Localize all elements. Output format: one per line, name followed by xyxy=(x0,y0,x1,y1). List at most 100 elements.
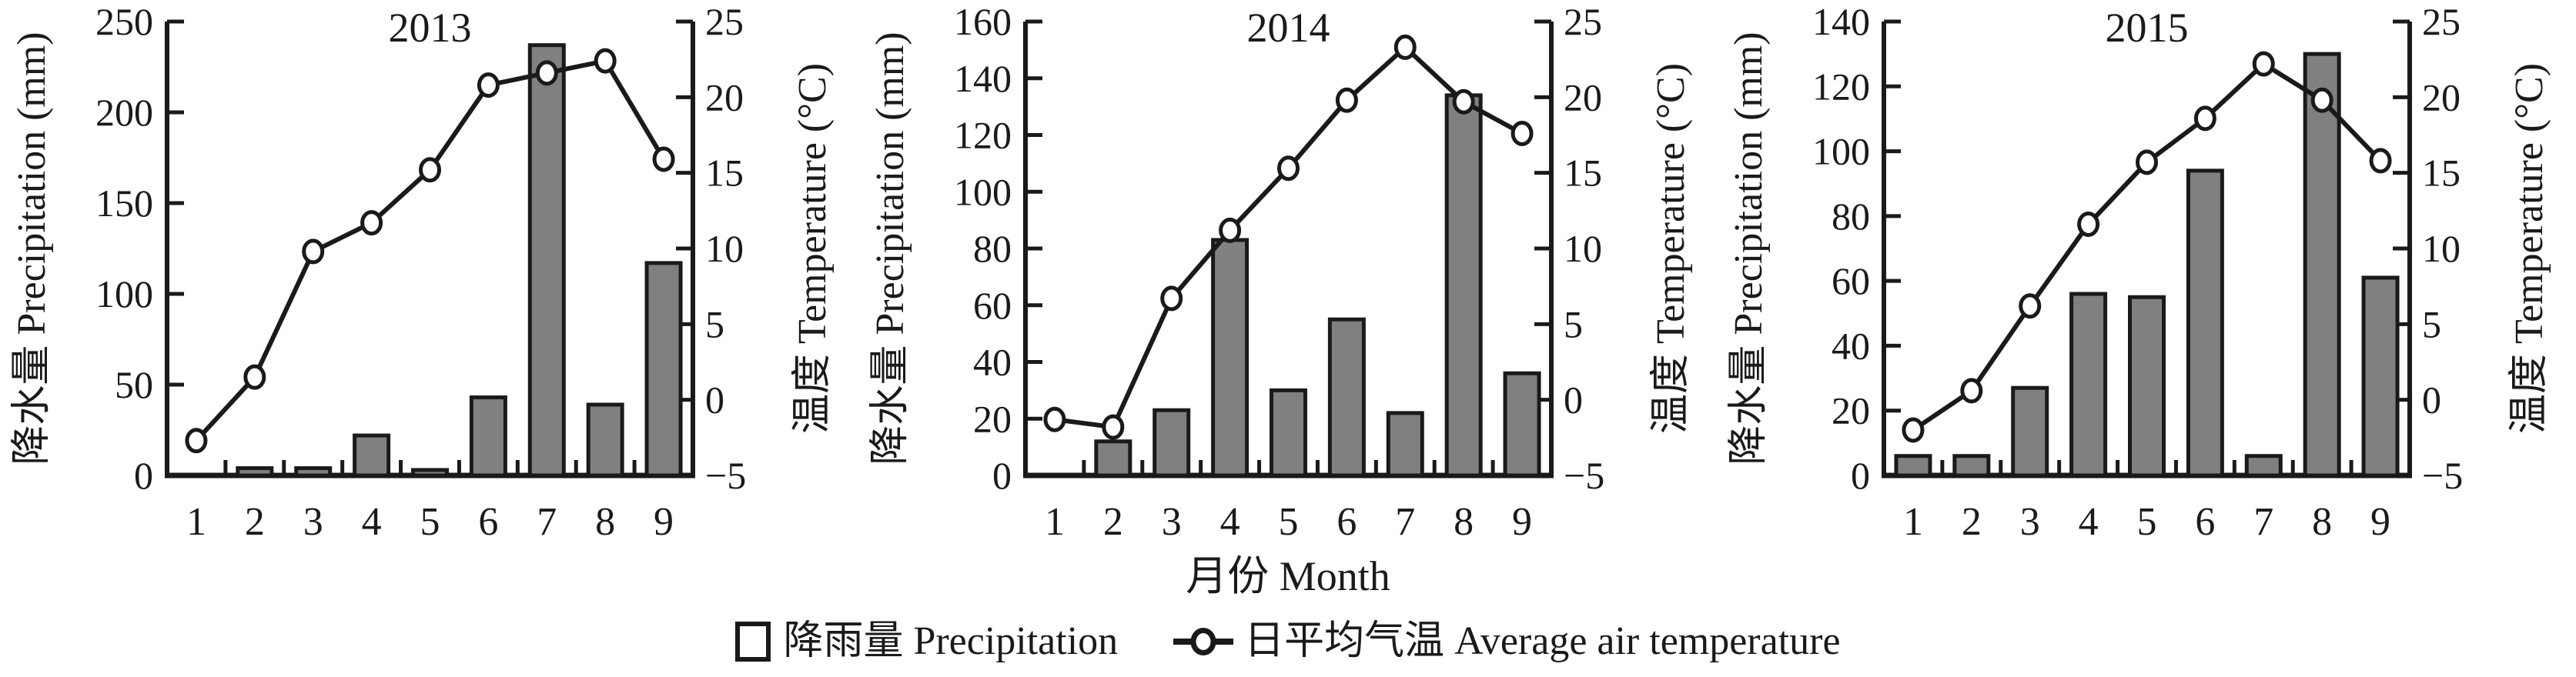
right-tick-label: 10 xyxy=(1564,227,1602,270)
left-tick-label: 20 xyxy=(973,397,1012,440)
month-label: 2 xyxy=(1103,500,1123,544)
right-tick-label: 15 xyxy=(2422,152,2461,195)
temperature-line-2013 xyxy=(194,58,666,442)
month-label: 7 xyxy=(2253,500,2273,544)
left-tick-label: 0 xyxy=(134,454,153,497)
month-label: 1 xyxy=(1903,500,1923,544)
temp-marker-2015-month-7 xyxy=(2252,51,2275,77)
left-tick-label: 140 xyxy=(1812,0,1870,43)
month-label: 5 xyxy=(420,500,440,544)
right-tick-label: 5 xyxy=(2422,302,2441,345)
right-tick-label: −5 xyxy=(2422,454,2463,497)
month-label: 3 xyxy=(1162,500,1182,544)
bar-2015-month-9 xyxy=(2361,275,2400,478)
right-tick-label: 20 xyxy=(1564,75,1602,118)
left-tick-label: 50 xyxy=(115,363,153,406)
right-tick-label: 5 xyxy=(705,302,724,345)
bar-2014-month-2 xyxy=(1094,439,1132,478)
month-label: 8 xyxy=(595,500,615,544)
temp-marker-2015-month-9 xyxy=(2369,148,2392,174)
temperature-line-marker-icon xyxy=(1173,628,1234,655)
bar-2015-month-2 xyxy=(1952,454,1991,478)
left-tick-label: 120 xyxy=(954,114,1012,157)
month-label: 3 xyxy=(2020,500,2040,544)
left-tick-label: 200 xyxy=(95,91,153,134)
bar-2015-month-5 xyxy=(2128,295,2166,478)
month-label: 7 xyxy=(537,500,557,544)
right-tick-label: −5 xyxy=(1564,454,1604,497)
bar-2015-month-8 xyxy=(2303,52,2341,478)
month-label: 6 xyxy=(1337,500,1357,544)
month-label: 2 xyxy=(245,500,265,544)
bar-2014-month-8 xyxy=(1444,93,1483,478)
left-tick-label: 40 xyxy=(973,341,1012,384)
bar-2013-month-3 xyxy=(294,466,333,478)
left-tick-label: 40 xyxy=(1832,324,1870,367)
month-label: 1 xyxy=(1045,500,1065,544)
bar-2014-month-3 xyxy=(1153,408,1191,478)
left-tick-label: 20 xyxy=(1832,389,1870,432)
bar-2015-month-3 xyxy=(2011,385,2049,478)
month-label: 5 xyxy=(2137,500,2157,544)
temp-marker-2015-month-8 xyxy=(2310,87,2333,113)
bar-2013-month-9 xyxy=(644,261,683,478)
temp-marker-2013-month-5 xyxy=(419,157,441,183)
right-axis-title: 温度 Temperature (°C) xyxy=(1649,63,1693,434)
left-tick-label: 80 xyxy=(1832,195,1870,238)
bar-2013-month-5 xyxy=(411,468,449,478)
panel-title-2014: 2014 xyxy=(1247,5,1330,51)
left-axis-title: 降水量 Precipitation (mm) xyxy=(868,32,912,465)
temp-marker-2013-month-9 xyxy=(652,146,675,172)
panel-title-2013: 2013 xyxy=(389,5,472,51)
month-label: 4 xyxy=(2079,500,2099,544)
temp-marker-2013-month-1 xyxy=(185,428,208,454)
right-axis-title: 温度 Temperature (°C) xyxy=(2507,63,2551,434)
left-axis-title: 降水量 Precipitation (mm) xyxy=(1727,32,1771,465)
right-axis-title: 温度 Temperature (°C) xyxy=(791,63,835,434)
temp-marker-2015-month-3 xyxy=(2019,293,2042,319)
bar-2013-month-6 xyxy=(469,395,507,478)
bar-2013-month-8 xyxy=(586,402,624,478)
temp-marker-2013-month-8 xyxy=(594,48,617,74)
left-tick-label: 100 xyxy=(1812,130,1870,173)
month-label: 2 xyxy=(1962,500,1982,544)
bar-2014-month-7 xyxy=(1386,411,1424,478)
chart-panels: 0 50 100 150 200 250 −5 0 5 10 15 20 25 1 2 3 4 5 6 7 8 9 2013… xyxy=(10,0,2551,544)
temp-marker-2014-month-3 xyxy=(1160,285,1183,312)
temp-marker-2013-month-3 xyxy=(302,238,325,265)
left-tick-label: 60 xyxy=(973,284,1012,327)
legend: 降雨量 Precipitation 日平均气温 Average air temp… xyxy=(0,617,2576,666)
month-label: 3 xyxy=(303,500,323,544)
month-label: 8 xyxy=(2312,500,2332,544)
panel-title-2015: 2015 xyxy=(2106,5,2189,51)
temp-marker-2014-month-2 xyxy=(1102,414,1125,440)
bar-2013-month-4 xyxy=(353,433,391,478)
left-tick-label: 150 xyxy=(95,182,153,225)
month-label: 9 xyxy=(1512,500,1532,544)
month-label: 1 xyxy=(186,500,206,544)
month-label: 6 xyxy=(2195,500,2215,544)
bar-2014-month-5 xyxy=(1270,388,1307,478)
right-tick-label: 10 xyxy=(705,227,744,270)
month-label: 9 xyxy=(654,500,674,544)
temp-marker-2014-month-9 xyxy=(1510,121,1534,147)
right-tick-label: 25 xyxy=(2422,0,2461,43)
temp-marker-2015-month-2 xyxy=(1960,378,1983,404)
right-tick-label: 20 xyxy=(705,75,744,118)
bar-2015-month-4 xyxy=(2069,292,2108,478)
month-label: 5 xyxy=(1279,500,1299,544)
bar-2014-month-9 xyxy=(1503,371,1541,478)
left-tick-label: 0 xyxy=(992,454,1012,497)
right-tick-label: −5 xyxy=(705,454,746,497)
bar-2014-month-6 xyxy=(1327,317,1366,478)
temp-marker-2014-month-7 xyxy=(1393,34,1417,60)
precipitation-swatch-icon xyxy=(735,622,771,662)
month-label: 9 xyxy=(2370,500,2390,544)
temp-marker-2013-month-6 xyxy=(477,72,500,98)
bar-2013-month-2 xyxy=(236,466,274,478)
month-label: 4 xyxy=(362,500,382,544)
right-tick-label: 0 xyxy=(1564,379,1583,422)
